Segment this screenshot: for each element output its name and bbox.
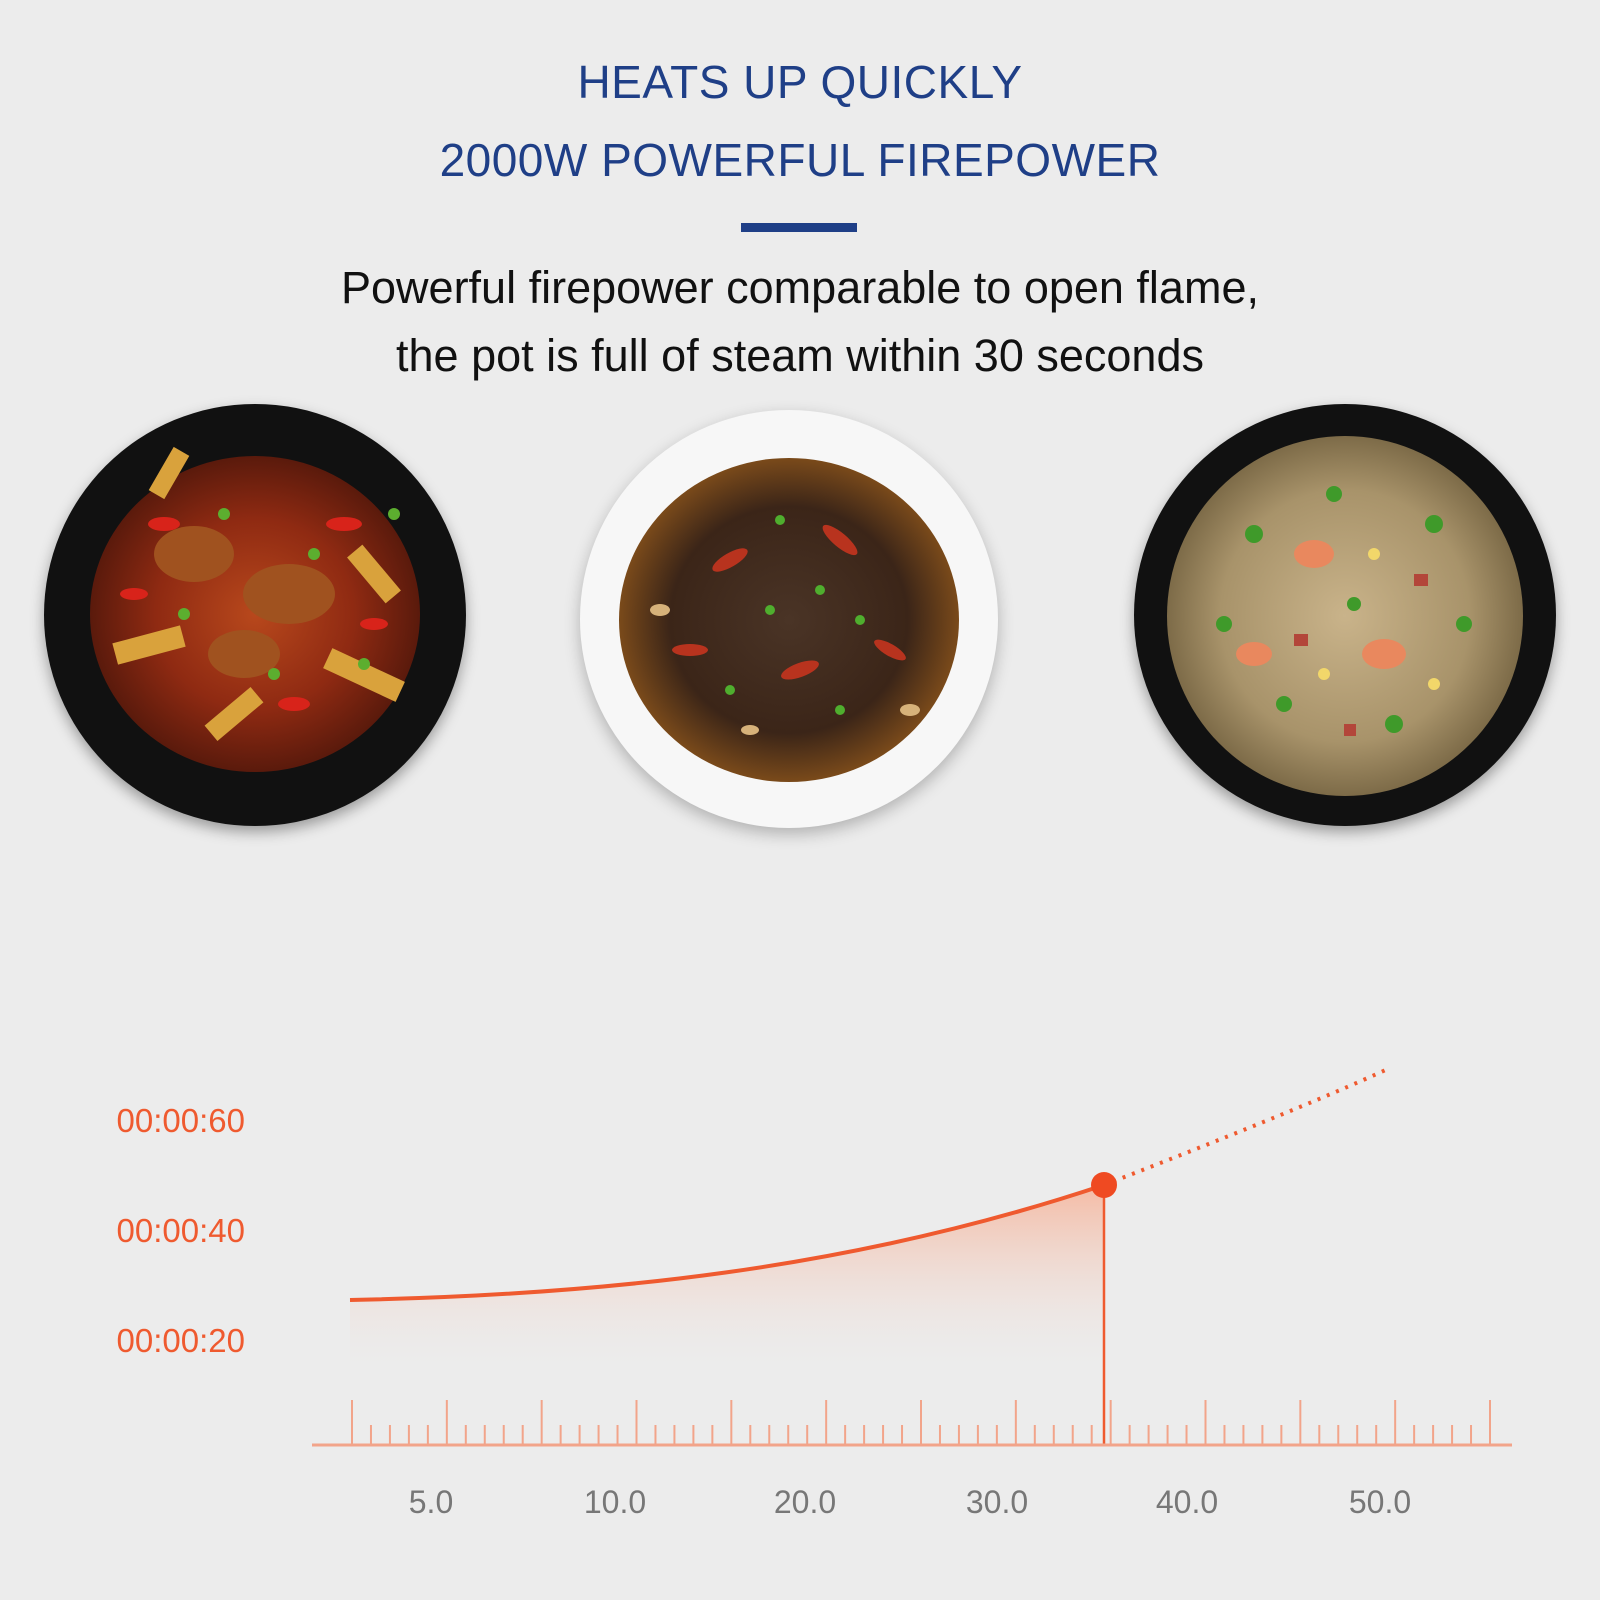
- description-line-1: Powerful firepower comparable to open fl…: [341, 262, 1259, 313]
- chart-line: [349, 1183, 1105, 1302]
- x-axis-ticks: [351, 1400, 1491, 1445]
- headline-line-1: HEATS UP QUICKLY: [577, 56, 1023, 108]
- title-divider: [741, 223, 857, 232]
- y-tick-label: 00:00:60: [116, 1102, 245, 1139]
- chart-dotted-extension: [1103, 1066, 1391, 1187]
- x-tick-label: 30.0: [965, 1484, 1029, 1520]
- spicy-chicken-dish-icon: [44, 404, 466, 826]
- x-tick-label: 20.0: [773, 1484, 837, 1520]
- y-tick-label: 00:00:20: [116, 1322, 245, 1359]
- chart-area: [350, 1185, 1104, 1370]
- x-tick-label: 40.0: [1155, 1484, 1219, 1520]
- x-tick-label: 10.0: [583, 1484, 647, 1520]
- y-tick-label: 00:00:40: [116, 1212, 245, 1249]
- stir-fried-beef-dish-icon: [580, 410, 998, 828]
- fried-rice-dish-icon: [1134, 404, 1556, 826]
- x-tick-label: 50.0: [1348, 1484, 1412, 1520]
- x-tick-label: 5.0: [408, 1484, 454, 1520]
- headline-line-2: 2000W POWERFUL FIREPOWER: [439, 134, 1161, 186]
- heating-time-chart: [312, 1066, 1512, 1447]
- highlight-marker: [1091, 1172, 1117, 1198]
- description-line-2: the pot is full of steam within 30 secon…: [396, 330, 1204, 381]
